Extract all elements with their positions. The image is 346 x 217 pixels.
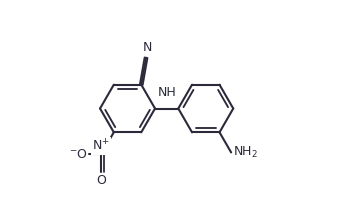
- Text: $^{-}$O: $^{-}$O: [69, 148, 88, 161]
- Text: N$^{+}$: N$^{+}$: [92, 138, 110, 154]
- Text: O: O: [96, 174, 106, 187]
- Text: NH: NH: [157, 86, 176, 99]
- Text: N: N: [143, 41, 152, 54]
- Text: NH$_2$: NH$_2$: [233, 145, 258, 160]
